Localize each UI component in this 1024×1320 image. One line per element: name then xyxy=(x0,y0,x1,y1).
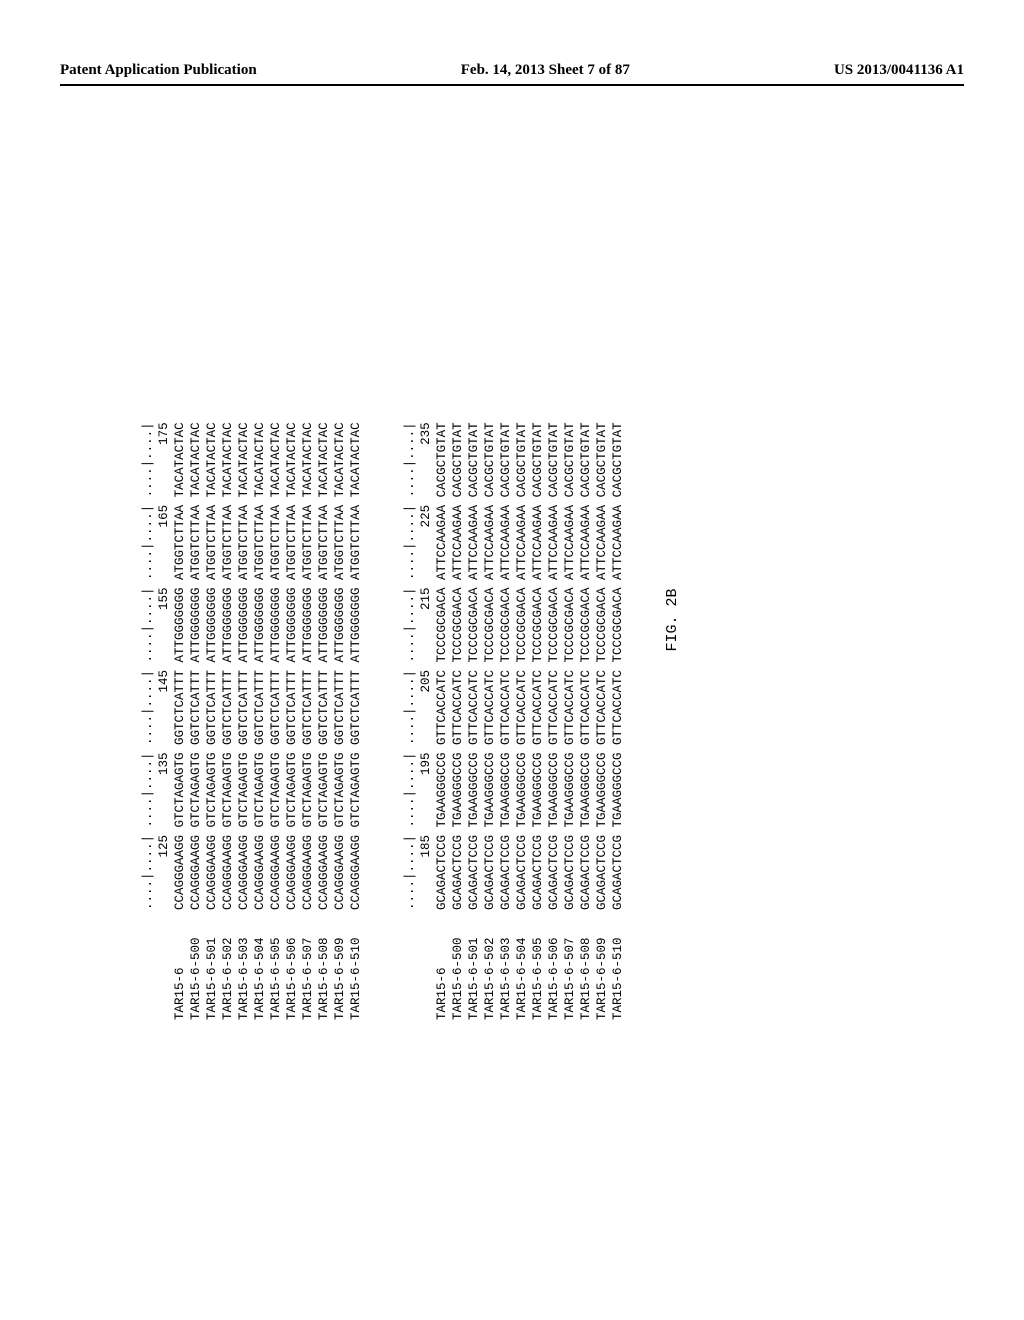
seq-row: TAR15-6-502CCAGGGAAGG GTCTAGAGTG GGTCTCA… xyxy=(220,220,236,1020)
seq-label: TAR15-6-504 xyxy=(252,910,268,1020)
seq-label: TAR15-6-509 xyxy=(332,910,348,1020)
seq-value: GCAGACTCCG TGAAGGGCCG GTTCACCATC TCCCGCG… xyxy=(450,422,466,910)
seq-value: CCAGGGAAGG GTCTAGAGTG GGTCTCATTT ATTGGGG… xyxy=(188,422,204,910)
seq-value: CCAGGGAAGG GTCTAGAGTG GGTCTCATTT ATTGGGG… xyxy=(236,422,252,910)
seq-label: TAR15-6-502 xyxy=(482,910,498,1020)
seq-row: TAR15-6-501CCAGGGAAGG GTCTAGAGTG GGTCTCA… xyxy=(204,220,220,1020)
ruler-nums: 125 135 145 155 165 175 xyxy=(156,220,172,1020)
seq-row: TAR15-6-507GCAGACTCCG TGAAGGGCCG GTTCACC… xyxy=(562,220,578,1020)
seq-row: TAR15-6-508GCAGACTCCG TGAAGGGCCG GTTCACC… xyxy=(578,220,594,1020)
seq-label: TAR15-6-500 xyxy=(188,910,204,1020)
ruler-ticks: ....|....| ....|....| ....|....| ....|..… xyxy=(140,220,156,1020)
seq-label: TAR15-6-507 xyxy=(300,910,316,1020)
seq-row: TAR15-6-510GCAGACTCCG TGAAGGGCCG GTTCACC… xyxy=(610,220,626,1020)
ruler-nums: 185 195 205 215 225 235 xyxy=(418,220,434,1020)
seq-value: GCAGACTCCG TGAAGGGCCG GTTCACCATC TCCCGCG… xyxy=(466,422,482,910)
seq-label: TAR15-6-500 xyxy=(450,910,466,1020)
seq-label: TAR15-6-508 xyxy=(578,910,594,1020)
seq-row: TAR15-6-504CCAGGGAAGG GTCTAGAGTG GGTCTCA… xyxy=(252,220,268,1020)
seq-label: TAR15-6 xyxy=(172,910,188,1020)
header-center: Feb. 14, 2013 Sheet 7 of 87 xyxy=(461,62,630,79)
seq-row: TAR15-6-506CCAGGGAAGG GTCTAGAGTG GGTCTCA… xyxy=(284,220,300,1020)
seq-row: TAR15-6-504GCAGACTCCG TGAAGGGCCG GTTCACC… xyxy=(514,220,530,1020)
seq-label: TAR15-6-501 xyxy=(204,910,220,1020)
seq-value: GCAGACTCCG TGAAGGGCCG GTTCACCATC TCCCGCG… xyxy=(578,422,594,910)
seq-value: GCAGACTCCG TGAAGGGCCG GTTCACCATC TCCCGCG… xyxy=(434,422,450,910)
seq-row: TAR15-6-507CCAGGGAAGG GTCTAGAGTG GGTCTCA… xyxy=(300,220,316,1020)
seq-row: TAR15-6CCAGGGAAGG GTCTAGAGTG GGTCTCATTT … xyxy=(172,220,188,1020)
seq-value: CCAGGGAAGG GTCTAGAGTG GGTCTCATTT ATTGGGG… xyxy=(172,422,188,910)
page-header: Patent Application Publication Feb. 14, … xyxy=(0,62,1024,79)
seq-value: CCAGGGAAGG GTCTAGAGTG GGTCTCATTT ATTGGGG… xyxy=(220,422,236,910)
seq-label: TAR15-6-510 xyxy=(348,910,364,1020)
seq-row: TAR15-6-503GCAGACTCCG TGAAGGGCCG GTTCACC… xyxy=(498,220,514,1020)
seq-row: TAR15-6-500CCAGGGAAGG GTCTAGAGTG GGTCTCA… xyxy=(188,220,204,1020)
seq-label: TAR15-6-502 xyxy=(220,910,236,1020)
seq-label: TAR15-6-508 xyxy=(316,910,332,1020)
seq-value: GCAGACTCCG TGAAGGGCCG GTTCACCATC TCCCGCG… xyxy=(514,422,530,910)
seq-row: TAR15-6-505CCAGGGAAGG GTCTAGAGTG GGTCTCA… xyxy=(268,220,284,1020)
seq-value: CCAGGGAAGG GTCTAGAGTG GGTCTCATTT ATTGGGG… xyxy=(332,422,348,910)
seq-value: GCAGACTCCG TGAAGGGCCG GTTCACCATC TCCCGCG… xyxy=(610,422,626,910)
seq-value: GCAGACTCCG TGAAGGGCCG GTTCACCATC TCCCGCG… xyxy=(546,422,562,910)
seq-label: TAR15-6-506 xyxy=(284,910,300,1020)
seq-label: TAR15-6 xyxy=(434,910,450,1020)
seq-label: TAR15-6-509 xyxy=(594,910,610,1020)
seq-value: GCAGACTCCG TGAAGGGCCG GTTCACCATC TCCCGCG… xyxy=(498,422,514,910)
seq-value: GCAGACTCCG TGAAGGGCCG GTTCACCATC TCCCGCG… xyxy=(530,422,546,910)
seq-row: TAR15-6-501GCAGACTCCG TGAAGGGCCG GTTCACC… xyxy=(466,220,482,1020)
seq-value: GCAGACTCCG TGAAGGGCCG GTTCACCATC TCCCGCG… xyxy=(482,422,498,910)
seq-label: TAR15-6-505 xyxy=(268,910,284,1020)
seq-row: TAR15-6-505GCAGACTCCG TGAAGGGCCG GTTCACC… xyxy=(530,220,546,1020)
seq-value: CCAGGGAAGG GTCTAGAGTG GGTCTCATTT ATTGGGG… xyxy=(204,422,220,910)
seq-value: CCAGGGAAGG GTCTAGAGTG GGTCTCATTT ATTGGGG… xyxy=(252,422,268,910)
rotated-content: ....|....| ....|....| ....|....| ....|..… xyxy=(140,220,900,1020)
seq-label: TAR15-6-507 xyxy=(562,910,578,1020)
seq-value: GCAGACTCCG TGAAGGGCCG GTTCACCATC TCCCGCG… xyxy=(594,422,610,910)
header-right: US 2013/0041136 A1 xyxy=(834,62,964,79)
seq-value: CCAGGGAAGG GTCTAGAGTG GGTCTCATTT ATTGGGG… xyxy=(316,422,332,910)
header-left: Patent Application Publication xyxy=(60,62,257,79)
seq-value: GCAGACTCCG TGAAGGGCCG GTTCACCATC TCCCGCG… xyxy=(562,422,578,910)
seq-row: TAR15-6-506GCAGACTCCG TGAAGGGCCG GTTCACC… xyxy=(546,220,562,1020)
header-rule xyxy=(60,84,964,86)
figure-label: FIG. 2B xyxy=(664,220,681,1020)
seq-row: TAR15-6-510CCAGGGAAGG GTCTAGAGTG GGTCTCA… xyxy=(348,220,364,1020)
ruler-ticks: ....|....| ....|....| ....|....| ....|..… xyxy=(402,220,418,1020)
seq-label: TAR15-6-503 xyxy=(498,910,514,1020)
seq-row: TAR15-6GCAGACTCCG TGAAGGGCCG GTTCACCATC … xyxy=(434,220,450,1020)
page: Patent Application Publication Feb. 14, … xyxy=(0,0,1024,1320)
seq-row: TAR15-6-508CCAGGGAAGG GTCTAGAGTG GGTCTCA… xyxy=(316,220,332,1020)
seq-value: CCAGGGAAGG GTCTAGAGTG GGTCTCATTT ATTGGGG… xyxy=(284,422,300,910)
seq-label: TAR15-6-501 xyxy=(466,910,482,1020)
alignment-block-2: ....|....| ....|....| ....|....| ....|..… xyxy=(402,220,626,1020)
seq-label: TAR15-6-505 xyxy=(530,910,546,1020)
seq-value: CCAGGGAAGG GTCTAGAGTG GGTCTCATTT ATTGGGG… xyxy=(268,422,284,910)
seq-row: TAR15-6-509CCAGGGAAGG GTCTAGAGTG GGTCTCA… xyxy=(332,220,348,1020)
seq-row: TAR15-6-500GCAGACTCCG TGAAGGGCCG GTTCACC… xyxy=(450,220,466,1020)
seq-row: TAR15-6-509GCAGACTCCG TGAAGGGCCG GTTCACC… xyxy=(594,220,610,1020)
seq-label: TAR15-6-504 xyxy=(514,910,530,1020)
seq-label: TAR15-6-510 xyxy=(610,910,626,1020)
seq-label: TAR15-6-503 xyxy=(236,910,252,1020)
seq-value: CCAGGGAAGG GTCTAGAGTG GGTCTCATTT ATTGGGG… xyxy=(348,422,364,910)
alignment-block-1: ....|....| ....|....| ....|....| ....|..… xyxy=(140,220,364,1020)
seq-label: TAR15-6-506 xyxy=(546,910,562,1020)
seq-row: TAR15-6-503CCAGGGAAGG GTCTAGAGTG GGTCTCA… xyxy=(236,220,252,1020)
seq-row: TAR15-6-502GCAGACTCCG TGAAGGGCCG GTTCACC… xyxy=(482,220,498,1020)
seq-value: CCAGGGAAGG GTCTAGAGTG GGTCTCATTT ATTGGGG… xyxy=(300,422,316,910)
